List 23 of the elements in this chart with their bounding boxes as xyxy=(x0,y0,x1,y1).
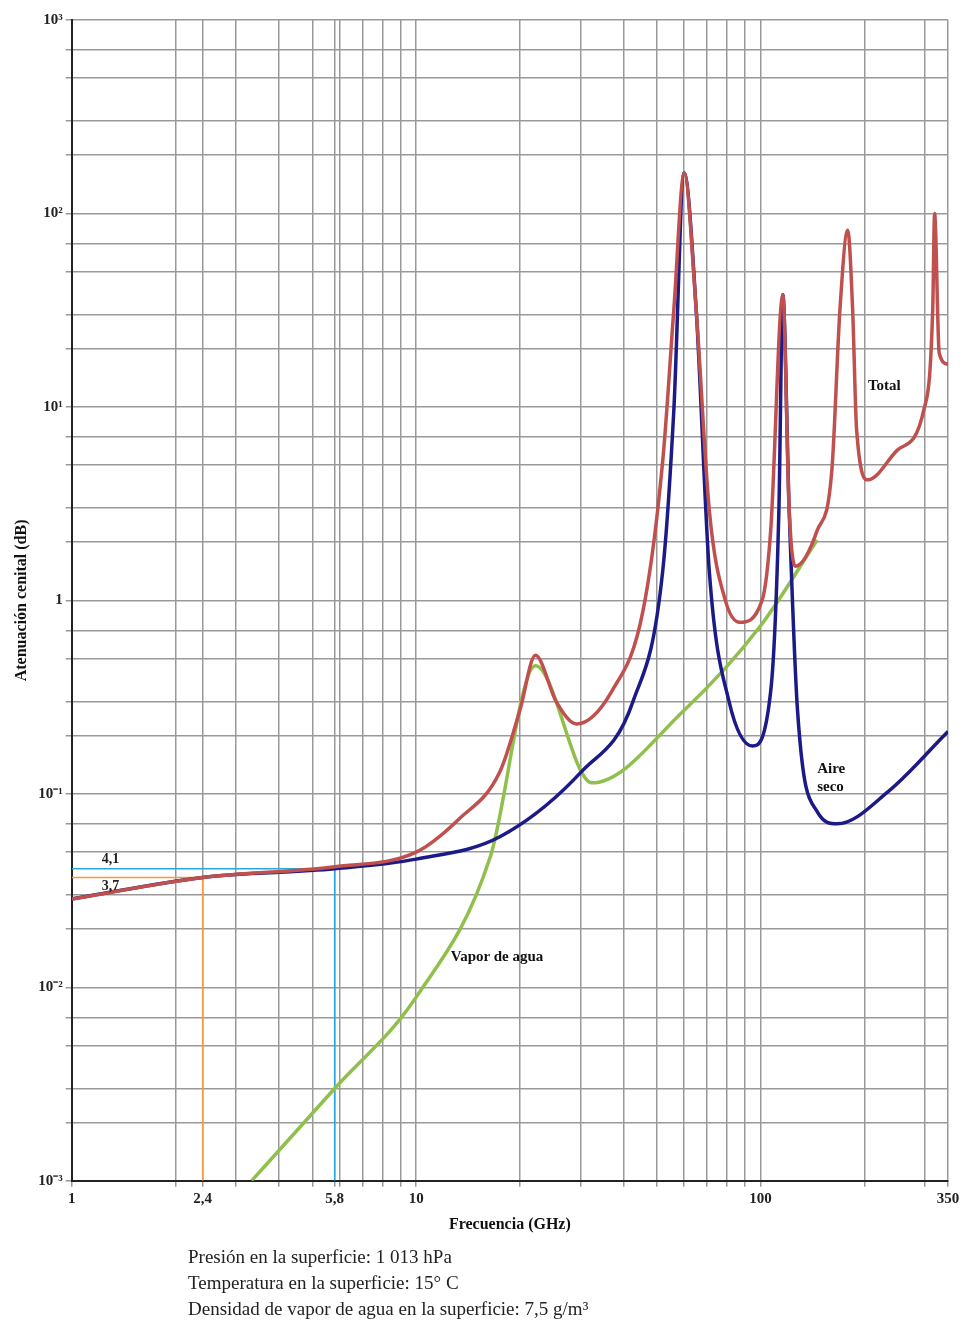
y-tick-label: 10⁻¹ xyxy=(38,784,63,801)
text: Densidad de vapor de agua en la superficie: 7,5 g/m³ xyxy=(188,1297,590,1320)
text: Presión en la superficie: 1 013 hPa xyxy=(188,1245,453,1269)
x-tick-label: 5,8 xyxy=(325,1189,345,1206)
x-tick-label: 1 xyxy=(67,1189,76,1206)
x-tick-label: 350 xyxy=(936,1189,960,1206)
x-axis-title: Frecuencia (GHz) xyxy=(448,1214,571,1233)
annotation: 4,1 xyxy=(101,851,120,867)
y-tick-label: 10³ xyxy=(43,10,64,27)
y-tick-label: 10¹ xyxy=(43,397,63,414)
series-label: Aire seco xyxy=(817,760,846,795)
series-label: Vapor de agua xyxy=(450,948,544,965)
series-label: Total xyxy=(867,377,901,394)
y-tick-label: 10⁻³ xyxy=(38,1171,64,1188)
annotation: 3,7 xyxy=(101,878,120,894)
y-tick-label: 1 xyxy=(55,591,63,608)
y-tick-label: 10² xyxy=(43,204,64,221)
x-tick-label: 100 xyxy=(749,1189,772,1206)
x-tick-label: 10 xyxy=(408,1189,424,1206)
x-tick-label: 2,4 xyxy=(193,1189,213,1206)
text: Temperatura en la superficie: 15° C xyxy=(188,1271,460,1295)
y-tick-label: 10⁻² xyxy=(38,978,64,995)
y-axis-title: Atenuación cenital (dB) xyxy=(11,519,30,682)
